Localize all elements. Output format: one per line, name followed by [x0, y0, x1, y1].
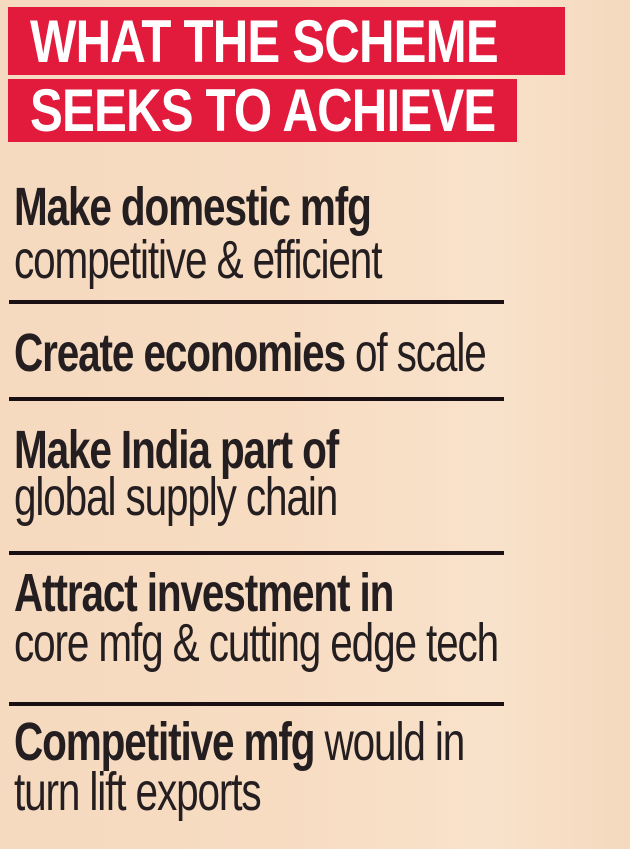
list-item-1-regular-text: competitive & efficient — [14, 230, 382, 290]
list-item-1-bold-text: Make domestic mfg — [14, 177, 372, 237]
list-item-5-regular-text-2: turn lift exports — [14, 762, 262, 822]
list-item-3-line-1: Make India part of — [14, 420, 339, 480]
header-title-line2: SEEKS TO ACHIEVE — [30, 77, 496, 144]
divider-2 — [9, 397, 504, 401]
list-item-4-regular-text: core mfg & cutting edge tech — [14, 613, 499, 673]
list-item-3-line-2: global supply chain — [14, 467, 338, 527]
header-band-line2: SEEKS TO ACHIEVE — [8, 77, 517, 144]
list-item-5-line-1: Competitive mfg would in — [14, 712, 466, 772]
divider-1 — [9, 300, 504, 304]
list-item-1-line-1: Make domestic mfg — [14, 177, 372, 237]
list-item-1-line-2: competitive & efficient — [14, 230, 382, 290]
list-item-4-line-1: Attract investment in — [14, 563, 394, 623]
header-band-line1: WHAT THE SCHEME — [8, 7, 565, 75]
divider-4 — [9, 702, 504, 706]
list-item-4-line-2: core mfg & cutting edge tech — [14, 613, 499, 673]
list-item-5-regular-text-1: would in — [314, 712, 466, 772]
list-item-4-bold-text: Attract investment in — [14, 563, 394, 623]
header-title-line1: WHAT THE SCHEME — [30, 7, 499, 75]
list-item-3-bold-text: Make India part of — [14, 420, 339, 480]
list-item-5-bold-text: Competitive mfg — [14, 712, 316, 772]
list-item-2-bold-text: Create economies — [14, 323, 346, 383]
list-item-3-regular-text: global supply chain — [14, 467, 338, 527]
divider-3 — [9, 551, 504, 555]
list-item-2-line-1: Create economies of scale — [14, 323, 487, 383]
list-item-5-line-2: turn lift exports — [14, 762, 262, 822]
list-item-2-regular-text: of scale — [344, 323, 487, 383]
